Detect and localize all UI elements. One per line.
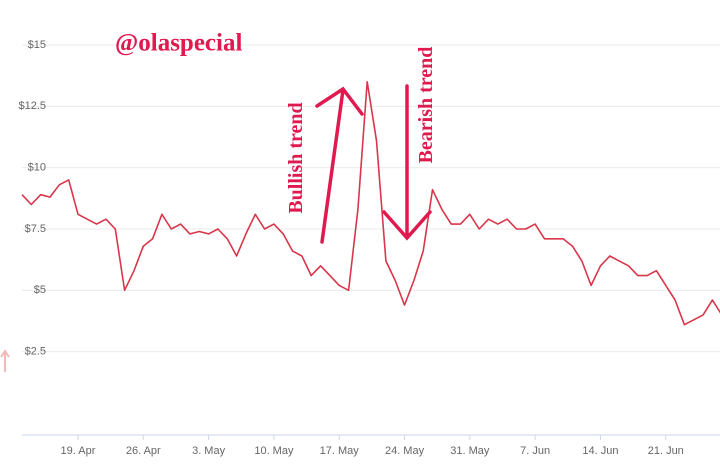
x-tick-label: 3. May xyxy=(192,445,226,457)
x-tick-label: 14. Jun xyxy=(582,445,618,457)
price-line xyxy=(21,81,720,326)
x-tick-label: 26. Apr xyxy=(126,445,161,457)
y-tick-label: $5 xyxy=(34,284,46,296)
y-tick-label: $15 xyxy=(28,39,46,51)
up-icon xyxy=(0,349,10,372)
x-tick-label: 19. Apr xyxy=(61,445,96,457)
y-tick-label: $2.5 xyxy=(25,346,46,358)
y-tick-label: $12.5 xyxy=(18,100,46,112)
x-tick-label: 31. May xyxy=(450,445,490,457)
bullish-arrow xyxy=(315,86,364,244)
x-tick-label: 10. May xyxy=(254,445,294,457)
x-tick-label: 7. Jun xyxy=(520,445,550,457)
bullish-label: Bullish trend xyxy=(285,102,307,213)
bearish-arrow xyxy=(382,84,432,241)
bearish-label: Bearish trend xyxy=(415,47,437,164)
x-tick-label: 21. Jun xyxy=(648,445,684,457)
x-tick-label: 24. May xyxy=(385,445,425,457)
y-tick-label: $7.5 xyxy=(25,223,46,235)
watermark: @olaspecial xyxy=(115,30,242,57)
x-tick-label: 17. May xyxy=(320,445,360,457)
y-tick-label: $10 xyxy=(28,162,46,174)
